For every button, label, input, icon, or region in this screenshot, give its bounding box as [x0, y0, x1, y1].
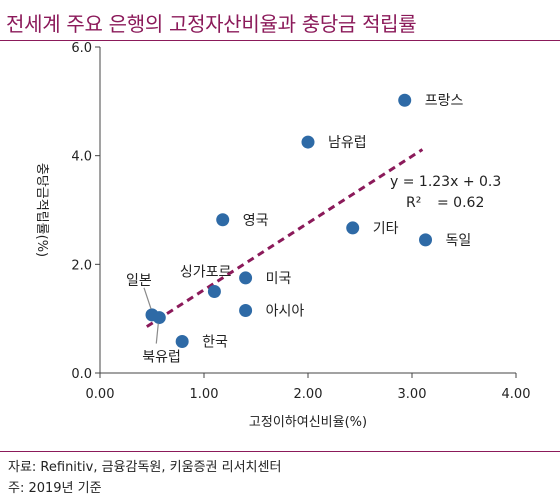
point-label: 기타 — [373, 221, 399, 237]
data-point — [175, 334, 189, 348]
chart-panel: 0.00 1.00 2.00 3.00 4.00 0.0 2.0 4.0 6.0 고정이하여신비율… — [0, 41, 560, 450]
data-point — [346, 221, 360, 235]
y-tick-label: 0.0 — [71, 367, 92, 382]
data-point — [398, 93, 412, 107]
trendline-equation: y = 1.23x + 0.3 — [390, 174, 501, 190]
chart-title: 전세계 주요 은행의 고정자산비율과 충당금 적립률 — [6, 12, 417, 36]
title-divider — [0, 40, 560, 41]
point-label: 북유럽 — [142, 350, 181, 366]
point-label: 독일 — [446, 233, 472, 249]
data-point — [207, 285, 221, 298]
point-label: 일본 — [126, 273, 152, 289]
point-label: 영국 — [243, 213, 269, 229]
data-point — [216, 213, 230, 227]
point-label: 아시아 — [266, 304, 305, 320]
data-point — [152, 311, 166, 325]
footnote: 주: 2019년 기준 — [8, 481, 102, 496]
trendline-layer: y = 1.23x + 0.3 R² = 0.62 — [145, 148, 501, 328]
data-point — [239, 271, 253, 285]
r-squared-value: = 0.62 — [437, 195, 484, 211]
x-tick-label: 4.00 — [502, 387, 531, 402]
trendline — [145, 148, 424, 328]
axes: 0.00 1.00 2.00 3.00 4.00 0.0 2.0 4.0 6.0 고정이하여신비율… — [34, 41, 530, 430]
point-label: 싱가포르 — [180, 265, 232, 281]
point-label: 한국 — [202, 334, 228, 350]
point-label: 프랑스 — [425, 93, 464, 109]
point-label: 미국 — [266, 271, 292, 287]
x-axis-title: 고정이하여신비율(%) — [249, 415, 367, 430]
x-tick-label: 1.00 — [190, 387, 219, 402]
y-axis-title: 충당금적립률(%) — [34, 163, 49, 257]
source-note: 자료: Refinitiv, 금융감독원, 키움증권 리서치센터 — [8, 460, 282, 475]
footer-divider — [0, 451, 560, 452]
r-squared-label: R² — [406, 195, 421, 211]
x-tick-label: 2.00 — [294, 387, 323, 402]
scatter-chart: 0.00 1.00 2.00 3.00 4.00 0.0 2.0 4.0 6.0 고정이하여신비율… — [34, 41, 530, 430]
point-label: 남유럽 — [328, 135, 367, 151]
x-tick-label: 3.00 — [398, 387, 427, 402]
leader-line — [143, 287, 152, 310]
data-point — [301, 135, 315, 149]
leader-line — [155, 323, 159, 344]
y-tick-label: 6.0 — [71, 41, 92, 56]
points-layer — [145, 93, 433, 348]
y-tick-label: 4.0 — [71, 150, 92, 165]
data-point — [419, 233, 433, 247]
data-point — [239, 304, 253, 318]
x-tick-label: 0.00 — [86, 387, 115, 402]
y-tick-label: 2.0 — [71, 258, 92, 273]
